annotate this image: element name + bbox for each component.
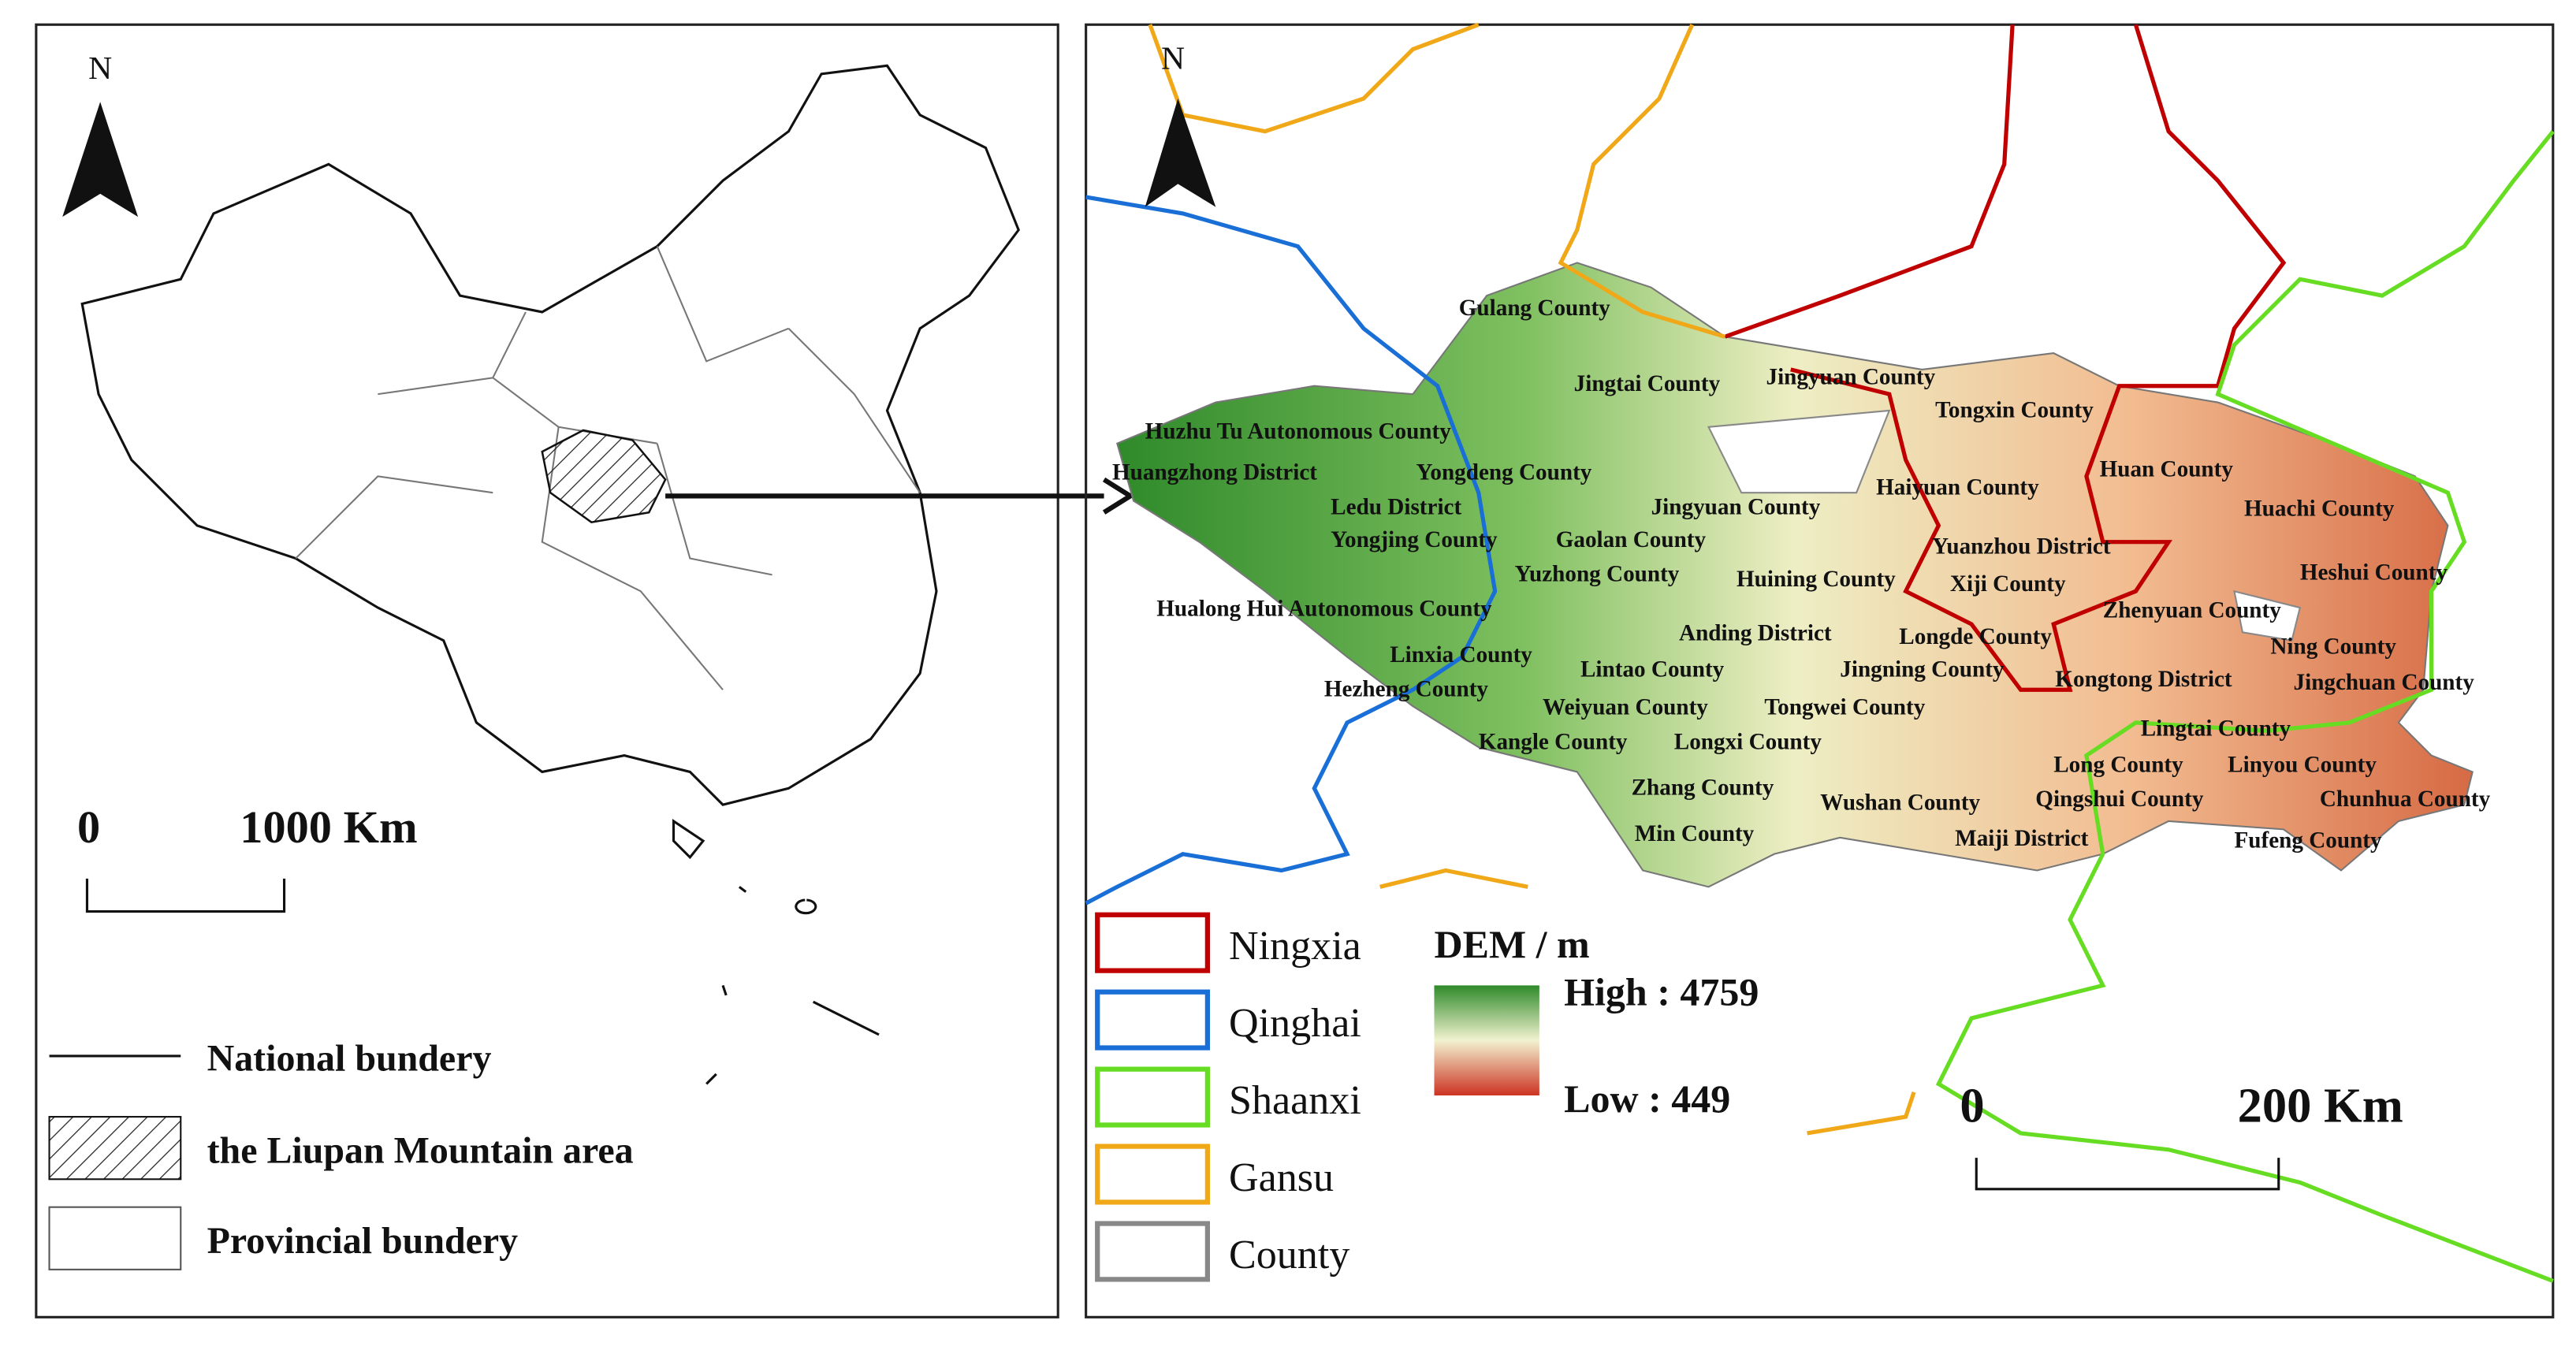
county-label: Zhang County: [1632, 775, 1774, 801]
provincial-lines: [295, 246, 921, 690]
county-label: Hezheng County: [1324, 677, 1489, 702]
legend-swatch: [1095, 989, 1211, 1051]
legend-swatch: [1095, 1066, 1211, 1128]
county-label: Gulang County: [1459, 296, 1610, 321]
dem-title: DEM / m: [1434, 922, 1589, 966]
legend-label: National bundery: [207, 1038, 492, 1080]
county-label: Jingtai County: [1574, 371, 1721, 396]
left-frame: [35, 23, 1059, 1318]
north-label: N: [1161, 41, 1185, 77]
scale-end: 1000 Km: [240, 801, 417, 853]
county-label: Jingyuan County: [1766, 365, 1935, 390]
right-frame: [1085, 23, 2555, 1318]
north-arrow: [1145, 99, 1216, 207]
county-label: Min County: [1635, 821, 1755, 846]
county-label: Lintao County: [1580, 657, 1725, 682]
province-boundary: [1935, 130, 2555, 1283]
county-label: Yongjing County: [1331, 527, 1498, 552]
province-legend: Ningxia Qinghai Shaanxi Gansu County: [1095, 912, 1361, 1282]
county-label: Haiyuan County: [1876, 474, 2039, 500]
scale-start: 0: [77, 801, 100, 853]
china-outline: [80, 64, 1020, 806]
county-label: Lingtai County: [2141, 716, 2291, 742]
county-label: Ning County: [2270, 634, 2396, 659]
province-boundary: [1148, 22, 1916, 1136]
county-label: Weiyuan County: [1543, 695, 1708, 720]
county-label: Jingyuan County: [1651, 494, 1821, 519]
county-label: Linxia County: [1390, 642, 1532, 668]
scale-bar: [1975, 1158, 2280, 1191]
county-label: Yuanzhou District: [1932, 534, 2111, 559]
county-label: Longde County: [1899, 624, 2052, 649]
legend-label: Qinghai: [1229, 1001, 1361, 1046]
county-label: Wushan County: [1820, 790, 1980, 815]
county-label: Fufeng County: [2234, 827, 2382, 853]
scale-start: 0: [1960, 1077, 1984, 1132]
county-label: Hualong Hui Autonomous County: [1156, 596, 1492, 621]
legend-label: Provincial bundery: [207, 1220, 519, 1262]
county-label: Xiji County: [1950, 571, 2066, 597]
county-label: Anding District: [1679, 621, 1832, 646]
legend-swatch: [1095, 912, 1211, 973]
county-label: Gaolan County: [1556, 527, 1707, 552]
county-label: Huachi County: [2244, 496, 2395, 521]
county-label: Yongdeng County: [1416, 460, 1592, 485]
legend-label: Ningxia: [1229, 924, 1361, 969]
county-label: Huzhu Tu Autonomous County: [1145, 418, 1452, 444]
county-label: Tongwei County: [1764, 695, 1925, 720]
north-label: N: [88, 50, 112, 87]
legend-swatch: [1095, 1221, 1211, 1282]
dem-raster: [1115, 262, 2474, 888]
county-label: Tongxin County: [1935, 397, 2094, 422]
islands: [672, 819, 880, 1085]
legend-box: [48, 1206, 182, 1270]
county-label: Ledu District: [1331, 494, 1461, 519]
legend-label: Gansu: [1229, 1155, 1334, 1200]
dem-low: Low : 449: [1564, 1077, 1730, 1121]
non-study-areas: [1707, 409, 2302, 642]
legend-swatch: [1095, 1144, 1211, 1205]
county-label: Yuzhong County: [1515, 562, 1680, 587]
county-label: Zhenyuan County: [2103, 598, 2281, 623]
county-label: Huining County: [1737, 567, 1896, 592]
province-lines: [1085, 22, 2555, 1283]
legend-label: County: [1229, 1233, 1349, 1277]
county-label: Long County: [2053, 752, 2183, 777]
county-label: Kongtong District: [2055, 667, 2232, 692]
county-label: Maiji District: [1955, 826, 2089, 851]
county-label: Heshui County: [2300, 560, 2448, 586]
county-label: Chunhua County: [2320, 787, 2491, 812]
province-boundary: [1085, 195, 1498, 906]
county-label: Huangzhong District: [1112, 460, 1317, 485]
county-label: Linyou County: [2228, 752, 2377, 777]
liupan-area: [541, 429, 667, 524]
north-arrow: [62, 102, 139, 218]
county-label: Longxi County: [1674, 729, 1822, 754]
county-labels: Gulang County Jingtai County Jingyuan Coun…: [1112, 296, 2491, 853]
scale-bar: [85, 878, 286, 913]
province-boundary: [1724, 24, 2287, 692]
county-label: Jingchuan County: [2294, 670, 2475, 695]
county-label: Huan County: [2100, 456, 2234, 482]
county-label: Jingning County: [1840, 657, 2005, 682]
scale-end: 200 Km: [2238, 1077, 2403, 1132]
dem-ramp: [1434, 985, 1539, 1095]
county-label: Qingshui County: [2035, 787, 2204, 812]
county-label: Kangle County: [1479, 729, 1628, 754]
arrow-head: [1102, 477, 1135, 515]
legend-label: the Liupan Mountain area: [207, 1129, 634, 1171]
dem-high: High : 4759: [1564, 969, 1759, 1013]
legend-label: Shaanxi: [1229, 1078, 1361, 1123]
legend-hatch: [48, 1116, 182, 1181]
